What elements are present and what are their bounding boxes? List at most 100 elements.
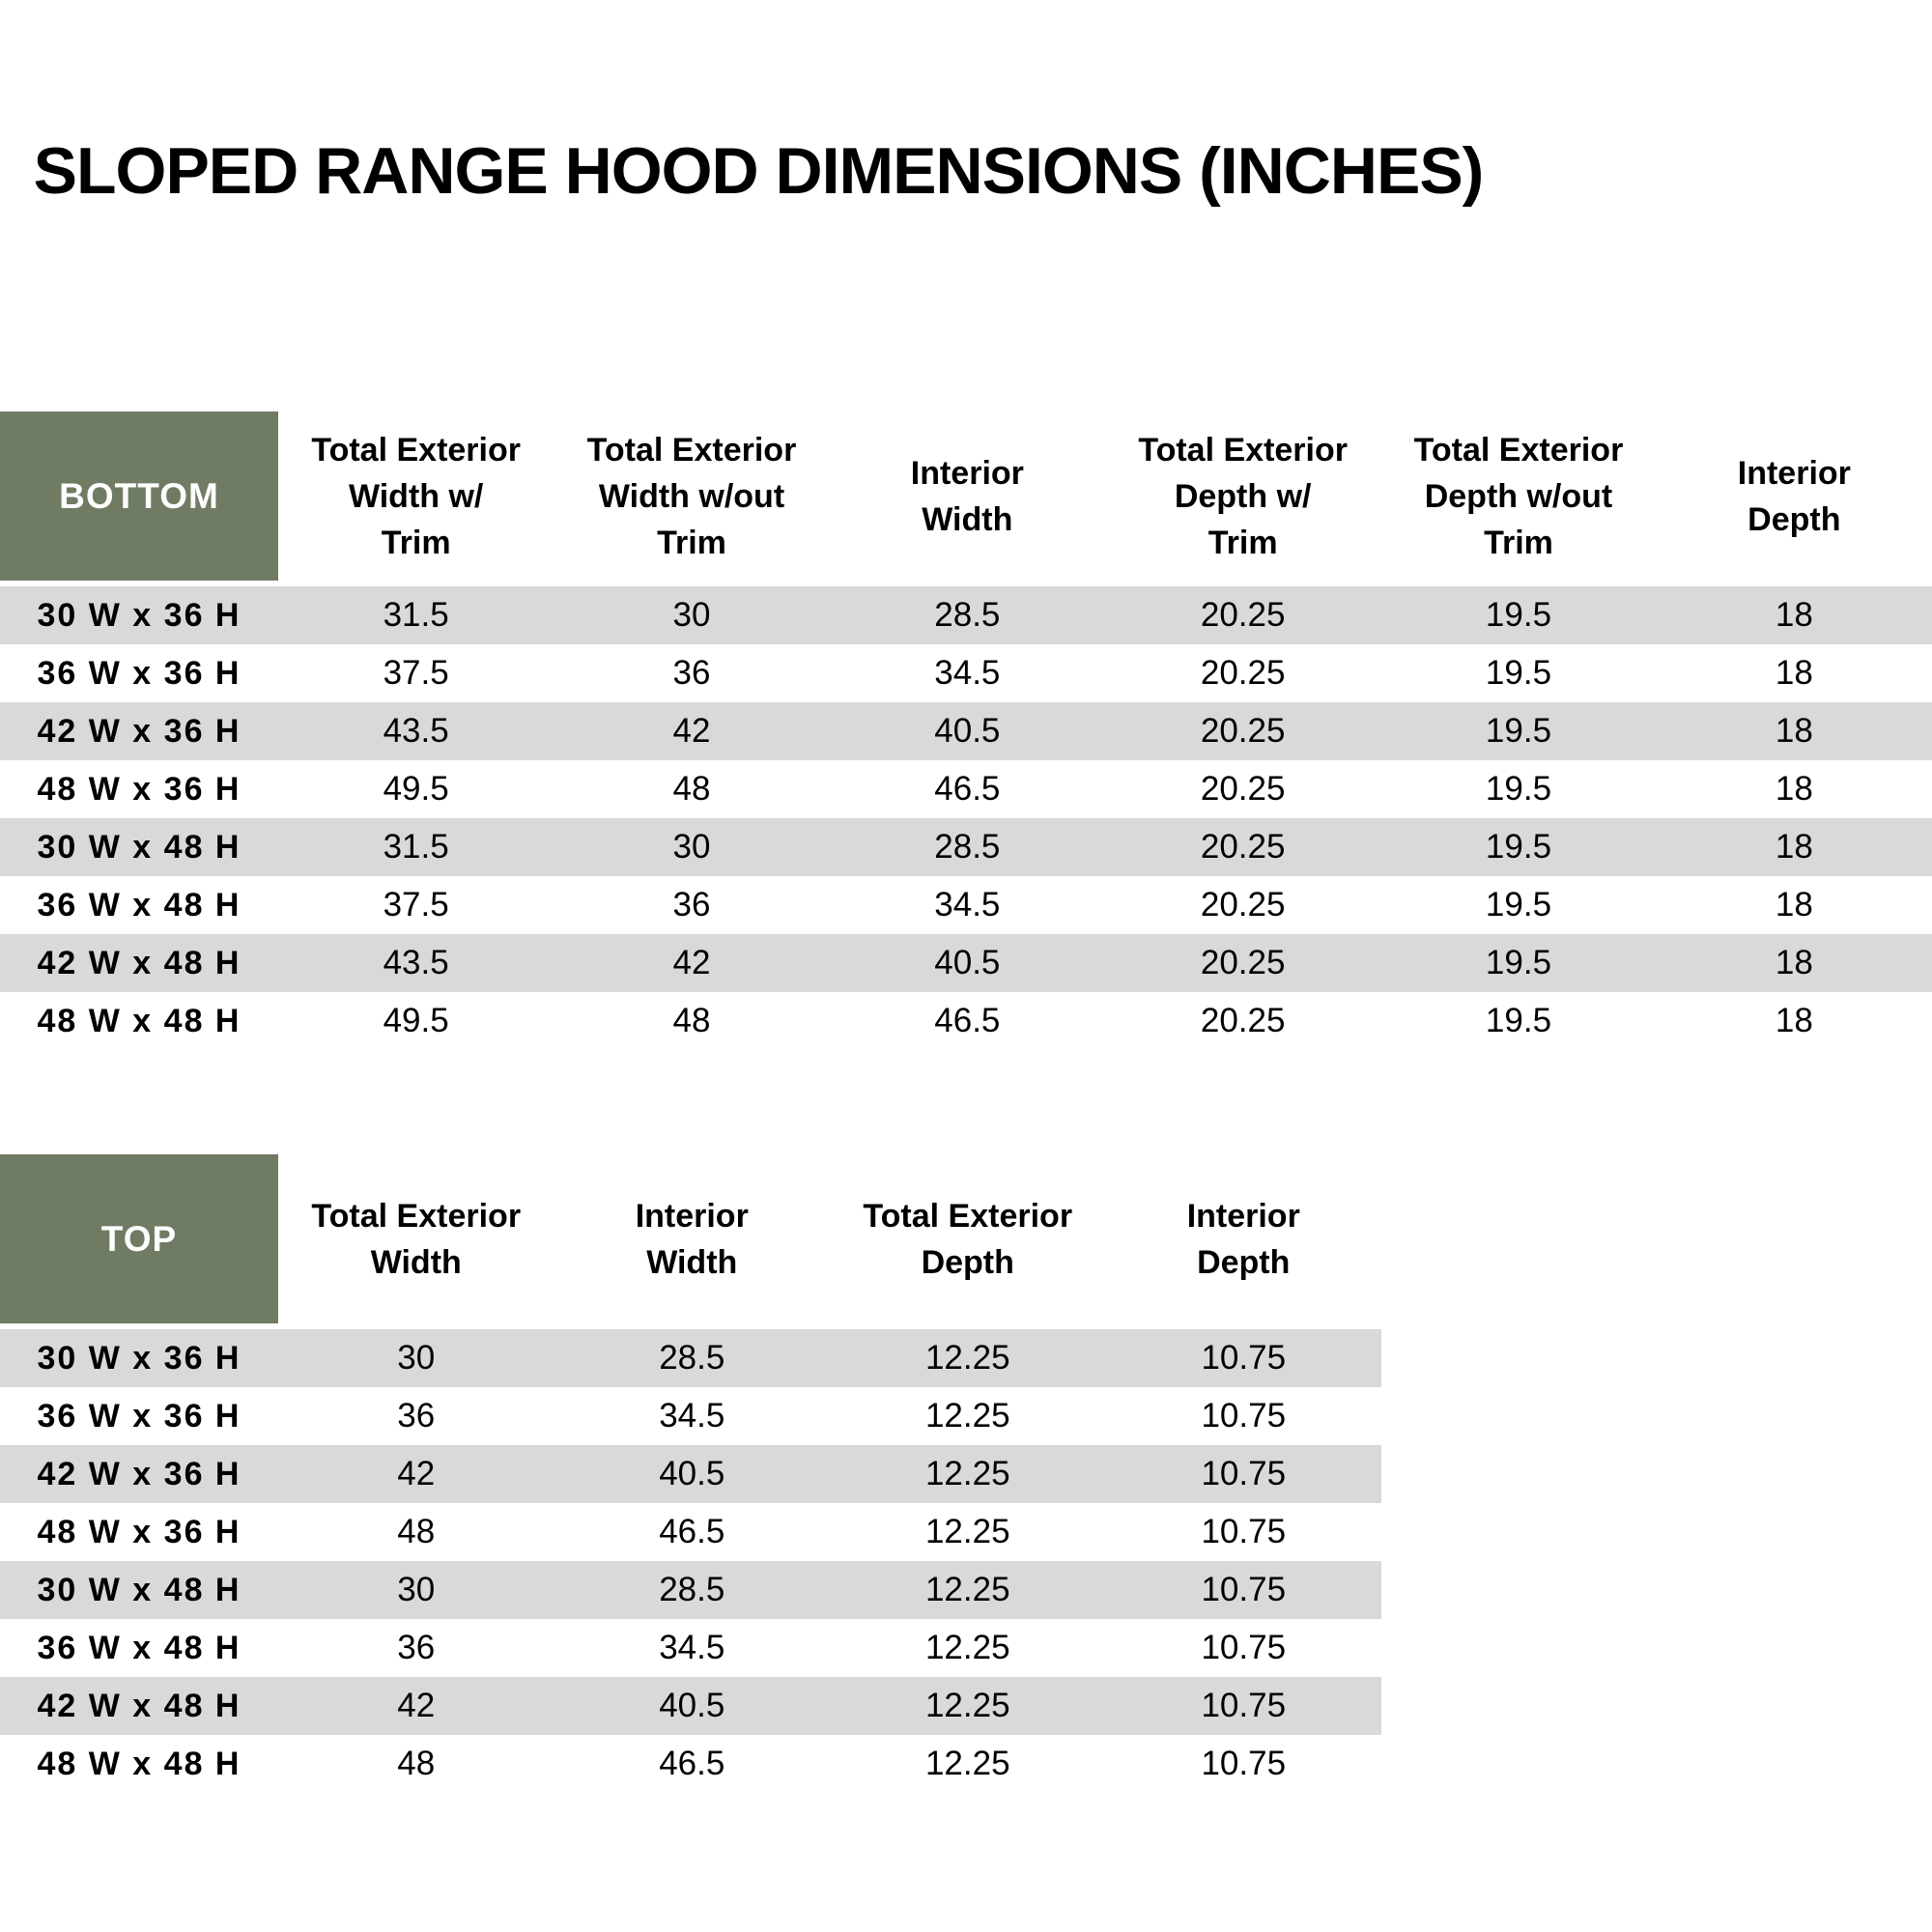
cell: 40.5 [934,712,1001,750]
cell: 18 [1775,596,1813,634]
col-header-total-exterior-width: Total Exterior Width [311,1197,522,1281]
table-row: 30 W x 36 H 30 28.5 12.25 10.75 [0,1329,1381,1387]
cell: 19.5 [1485,886,1552,923]
col-header-interior-depth: Interior Depth [1737,454,1851,538]
table-row: 30 W x 36 H 31.5 30 28.5 20.25 19.5 18 [0,586,1932,644]
cell: 31.5 [383,596,449,634]
cell: 20.25 [1200,654,1286,692]
cell: 10.75 [1201,1397,1287,1435]
row-label: 48 W x 36 H [37,770,242,808]
cell: 18 [1775,886,1813,923]
cell: 10.75 [1201,1339,1287,1377]
col-header-total-exterior-width-wout-trim: Total Exterior Width w/out Trim [586,431,797,561]
row-label: 42 W x 36 H [37,712,242,750]
cell: 19.5 [1485,654,1552,692]
cell: 43.5 [383,944,449,981]
cell: 37.5 [383,886,449,923]
cell: 30 [397,1339,436,1377]
cell: 10.75 [1201,1571,1287,1608]
row-label: 48 W x 36 H [37,1513,242,1550]
bottom-dimensions-table: BOTTOM Total Exterior Width w/ Trim Tota… [0,412,1932,1050]
cell: 19.5 [1485,712,1552,750]
row-label: 42 W x 36 H [37,1455,242,1492]
cell: 36 [672,654,711,692]
table-row: 48 W x 48 H 49.5 48 46.5 20.25 19.5 18 [0,992,1932,1050]
cell: 12.25 [924,1397,1010,1435]
cell: 19.5 [1485,828,1552,866]
cell: 30 [397,1571,436,1608]
table-row: 42 W x 48 H 43.5 42 40.5 20.25 19.5 18 [0,934,1932,992]
cell: 34.5 [934,654,1001,692]
cell: 19.5 [1485,944,1552,981]
col-header-interior-width: Interior Width [910,454,1024,538]
cell: 12.25 [924,1339,1010,1377]
row-label: 36 W x 48 H [37,1629,242,1666]
table-row: 42 W x 36 H 42 40.5 12.25 10.75 [0,1445,1381,1503]
row-label: 36 W x 36 H [37,1397,242,1435]
cell: 10.75 [1201,1455,1287,1492]
cell: 10.75 [1201,1745,1287,1782]
top-dimensions-table: TOP Total Exterior Width Interior Width … [0,1154,1381,1793]
col-header-interior-width: Interior Width [635,1197,749,1281]
cell: 30 [672,828,711,866]
top-table-header-row: TOP Total Exterior Width Interior Width … [0,1154,1381,1323]
cell: 36 [397,1629,436,1666]
cell: 48 [672,1002,711,1039]
cell: 40.5 [659,1687,725,1724]
cell: 37.5 [383,654,449,692]
cell: 48 [672,770,711,808]
cell: 20.25 [1200,712,1286,750]
cell: 19.5 [1485,1002,1552,1039]
col-header-total-exterior-depth-wout-trim: Total Exterior Depth w/out Trim [1413,431,1624,561]
cell: 12.25 [924,1571,1010,1608]
cell: 48 [397,1513,436,1550]
row-label: 30 W x 48 H [37,1571,242,1608]
top-table-corner-label: TOP [0,1154,278,1323]
cell: 12.25 [924,1687,1010,1724]
cell: 18 [1775,654,1813,692]
cell: 34.5 [934,886,1001,923]
table-row: 30 W x 48 H 30 28.5 12.25 10.75 [0,1561,1381,1619]
cell: 10.75 [1201,1687,1287,1724]
bottom-table-corner-label: BOTTOM [0,412,278,581]
cell: 12.25 [924,1513,1010,1550]
cell: 40.5 [659,1455,725,1492]
cell: 18 [1775,1002,1813,1039]
row-label: 30 W x 36 H [37,1339,242,1377]
col-header-total-exterior-width-w-trim: Total Exterior Width w/ Trim [311,431,521,561]
cell: 10.75 [1201,1629,1287,1666]
table-row: 42 W x 48 H 42 40.5 12.25 10.75 [0,1677,1381,1735]
table-row: 48 W x 48 H 48 46.5 12.25 10.75 [0,1735,1381,1793]
cell: 36 [672,886,711,923]
table-row: 48 W x 36 H 48 46.5 12.25 10.75 [0,1503,1381,1561]
cell: 36 [397,1397,436,1435]
cell: 42 [672,712,711,750]
cell: 20.25 [1200,770,1286,808]
cell: 34.5 [659,1397,725,1435]
row-label: 48 W x 48 H [37,1745,242,1782]
cell: 19.5 [1485,770,1552,808]
row-label: 42 W x 48 H [37,944,242,981]
cell: 42 [397,1687,436,1724]
cell: 30 [672,596,711,634]
cell: 34.5 [659,1629,725,1666]
row-label: 48 W x 48 H [37,1002,242,1039]
cell: 12.25 [924,1629,1010,1666]
cell: 49.5 [383,1002,449,1039]
bottom-table-header-row: BOTTOM Total Exterior Width w/ Trim Tota… [0,412,1932,581]
cell: 28.5 [659,1571,725,1608]
col-header-total-exterior-depth: Total Exterior Depth [863,1197,1073,1281]
cell: 10.75 [1201,1513,1287,1550]
cell: 31.5 [383,828,449,866]
cell: 40.5 [934,944,1001,981]
row-label: 30 W x 48 H [37,828,242,866]
col-header-interior-depth: Interior Depth [1186,1197,1300,1281]
table-row: 36 W x 48 H 36 34.5 12.25 10.75 [0,1619,1381,1677]
cell: 20.25 [1200,596,1286,634]
cell: 18 [1775,712,1813,750]
row-label: 42 W x 48 H [37,1687,242,1724]
row-label: 36 W x 48 H [37,886,242,923]
cell: 28.5 [934,828,1001,866]
cell: 18 [1775,770,1813,808]
